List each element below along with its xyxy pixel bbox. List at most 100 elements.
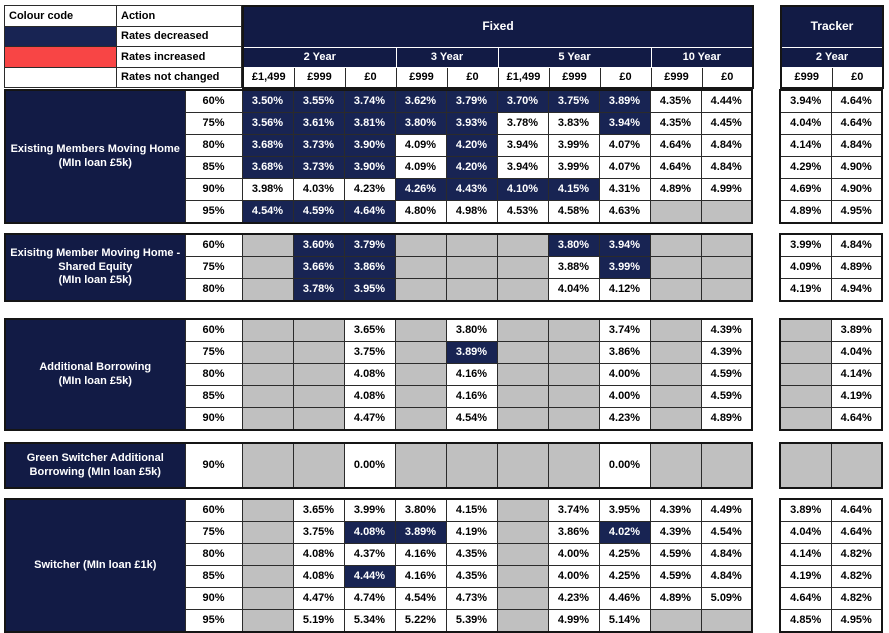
rate-cell-10yr-fee999: 4.35% xyxy=(649,89,702,113)
tracker-row-ltv-90: 4.64% xyxy=(779,407,883,431)
legend-row-rates-decreased: Rates decreased xyxy=(4,25,242,47)
ltv-cell-80: 80% xyxy=(184,134,243,157)
rate-cell-tracker-2yr-fee999: 4.19% xyxy=(779,565,832,588)
rate-cell-10yr-fee999: 4.39% xyxy=(649,498,702,522)
fee-header-0: £0 xyxy=(344,67,397,89)
ltv-cell-95: 95% xyxy=(184,200,243,224)
rate-cell-tracker-2yr-fee999: 4.85% xyxy=(779,609,832,633)
rate-cell-5yr-fee999: 3.80% xyxy=(547,233,600,257)
rate-cell-3yr-fee999 xyxy=(394,442,447,489)
rate-cell-3yr-fee0: 4.54% xyxy=(445,407,498,431)
legend-header-row: Colour code Action xyxy=(4,5,242,27)
rate-cell-tracker-2yr-fee0: 4.19% xyxy=(830,385,883,408)
group-table-additional-borrowing: Additional Borrowing (MIn loan £5k) 60% 3.6… xyxy=(4,318,753,431)
rate-row-ltv-80: 80% 3.68% 3.73% 3.90% 4.09% 4.20% 3.94% 3.99% 4.… xyxy=(5,134,753,157)
rate-cell-5yr-fee1499 xyxy=(496,318,549,342)
rate-cell-10yr-fee0 xyxy=(700,278,753,302)
rate-cell-2yr-fee0: 3.86% xyxy=(343,256,396,279)
rate-row-ltv-85: 85% 4.08% 4.44% 4.16% 4.35% 4.00% 4.25% 4.59% 4.… xyxy=(5,565,753,588)
group-label-exisitng-member-moving-home: Exisitng Member Moving Home - Shared Equi… xyxy=(4,233,186,302)
tracker-header-table: Tracker 2 Year £999 £0 xyxy=(780,5,884,89)
rate-row-ltv-60: Additional Borrowing (MIn loan £5k) 60% 3.6… xyxy=(4,318,753,431)
rate-cell-3yr-fee0: 4.20% xyxy=(445,134,498,157)
rate-cell-5yr-fee999 xyxy=(547,318,600,342)
fee-header-999: £999 xyxy=(548,67,601,89)
group-label-line: Shared Equity xyxy=(58,260,133,273)
group-band-additional-borrowing: Additional Borrowing (MIn loan £5k) 60% 3.6… xyxy=(4,318,889,431)
rate-cell-5yr-fee1499 xyxy=(496,442,549,489)
rate-cell-2yr-fee1499: 3.98% xyxy=(241,178,294,201)
rate-groups: Existing Members Moving Home (MIn loan £5… xyxy=(4,89,889,633)
rate-cell-2yr-fee0: 4.44% xyxy=(343,565,396,588)
rate-row-ltv-90: Green Switcher Additional Borrowing (MIn … xyxy=(4,442,753,489)
rate-cell-5yr-fee1499 xyxy=(496,587,549,610)
group-band-existing-members-moving-home: Existing Members Moving Home (MIn loan £5… xyxy=(4,89,889,224)
ltv-cell-90: 90% xyxy=(184,407,243,431)
tracker-table-green-switcher-additional xyxy=(779,442,883,489)
rate-cell-5yr-fee999 xyxy=(547,341,600,364)
rate-cell-2yr-fee0: 0.00% xyxy=(343,442,396,489)
rate-cell-tracker-2yr-fee0: 4.64% xyxy=(830,521,883,544)
rate-cell-5yr-fee1499: 4.53% xyxy=(496,200,549,224)
rate-cell-2yr-fee0: 4.64% xyxy=(343,200,396,224)
rate-cell-5yr-fee999: 4.23% xyxy=(547,587,600,610)
rate-cell-10yr-fee999 xyxy=(649,278,702,302)
rate-cell-tracker-2yr-fee999 xyxy=(779,341,832,364)
rate-cell-2yr-fee1499 xyxy=(241,609,294,633)
tracker-table-additional-borrowing: 3.89% 4.04% 4.14% 4.19% 4.64% xyxy=(779,318,883,431)
rate-cell-2yr-fee999 xyxy=(292,442,345,489)
group-label-existing-members-moving-home: Existing Members Moving Home (MIn loan £5… xyxy=(4,89,186,224)
tracker-row-ltv-60: 3.89% xyxy=(779,318,883,342)
fee-header-1-499: £1,499 xyxy=(497,67,550,89)
rate-cell-2yr-fee1499 xyxy=(241,363,294,386)
group-band-switcher-min-loan-1k: Switcher (MIn loan £1k) 60% 3.65% 3.99% 3.80… xyxy=(4,498,889,633)
rate-cell-5yr-fee0: 3.99% xyxy=(598,256,651,279)
rate-cell-5yr-fee0: 4.25% xyxy=(598,565,651,588)
rate-cell-2yr-fee0: 4.08% xyxy=(343,363,396,386)
rate-cell-5yr-fee0: 4.07% xyxy=(598,134,651,157)
rate-cell-tracker-2yr-fee999: 4.14% xyxy=(779,543,832,566)
rate-cell-3yr-fee999 xyxy=(394,318,447,342)
rate-cell-2yr-fee1499 xyxy=(241,442,294,489)
rate-cell-5yr-fee999: 3.99% xyxy=(547,156,600,179)
fee-header-0: £0 xyxy=(446,67,499,89)
ltv-cell-75: 75% xyxy=(184,256,243,279)
ltv-cell-85: 85% xyxy=(184,565,243,588)
rate-cell-tracker-2yr-fee999: 4.89% xyxy=(779,200,832,224)
rate-cell-10yr-fee0: 4.54% xyxy=(700,521,753,544)
rate-cell-5yr-fee1499: 3.78% xyxy=(496,112,549,135)
rate-cell-5yr-fee0: 4.63% xyxy=(598,200,651,224)
rate-cell-2yr-fee999: 3.61% xyxy=(292,112,345,135)
rate-cell-5yr-fee999: 4.04% xyxy=(547,278,600,302)
rate-cell-2yr-fee999: 5.19% xyxy=(292,609,345,633)
rate-cell-5yr-fee999: 3.88% xyxy=(547,256,600,279)
rate-cell-3yr-fee0 xyxy=(445,233,498,257)
rate-cell-tracker-2yr-fee999 xyxy=(779,442,832,489)
rate-cell-5yr-fee1499: 3.70% xyxy=(496,89,549,113)
ltv-cell-90: 90% xyxy=(184,587,243,610)
rate-cell-tracker-2yr-fee0: 4.14% xyxy=(830,363,883,386)
rate-cell-3yr-fee999: 4.80% xyxy=(394,200,447,224)
rate-cell-2yr-fee999: 3.65% xyxy=(292,498,345,522)
rate-cell-10yr-fee999 xyxy=(649,385,702,408)
year-group-header-5-year: 5 Year xyxy=(497,47,652,68)
tracker-table-existing-members-moving-home: 3.94% 4.64% 4.04% 4.64% 4.14% 4.84% 4.29% 4.90%… xyxy=(779,89,883,224)
rate-cell-3yr-fee0 xyxy=(445,442,498,489)
rate-cell-tracker-2yr-fee0: 4.84% xyxy=(830,233,883,257)
rate-cell-3yr-fee999: 4.16% xyxy=(394,543,447,566)
rate-cell-3yr-fee999 xyxy=(394,256,447,279)
rate-cell-5yr-fee1499: 3.94% xyxy=(496,134,549,157)
rate-cell-tracker-2yr-fee0: 4.90% xyxy=(830,156,883,179)
rate-cell-5yr-fee1499 xyxy=(496,256,549,279)
rate-cell-5yr-fee999 xyxy=(547,363,600,386)
rate-row-ltv-60: Exisitng Member Moving Home - Shared Equi… xyxy=(4,233,753,302)
rate-cell-2yr-fee999 xyxy=(292,385,345,408)
ltv-cell-90: 90% xyxy=(184,442,243,489)
rate-cell-2yr-fee0: 4.08% xyxy=(343,385,396,408)
rate-cell-2yr-fee999: 3.75% xyxy=(292,521,345,544)
rate-row-ltv-75: 75% 3.66% 3.86% 3.88% 3.99% xyxy=(5,256,753,279)
group-table-existing-members-moving-home: Existing Members Moving Home (MIn loan £5… xyxy=(4,89,753,224)
rate-cell-3yr-fee0: 4.15% xyxy=(445,498,498,522)
group-band-green-switcher-additional: Green Switcher Additional Borrowing (MIn … xyxy=(4,442,889,489)
